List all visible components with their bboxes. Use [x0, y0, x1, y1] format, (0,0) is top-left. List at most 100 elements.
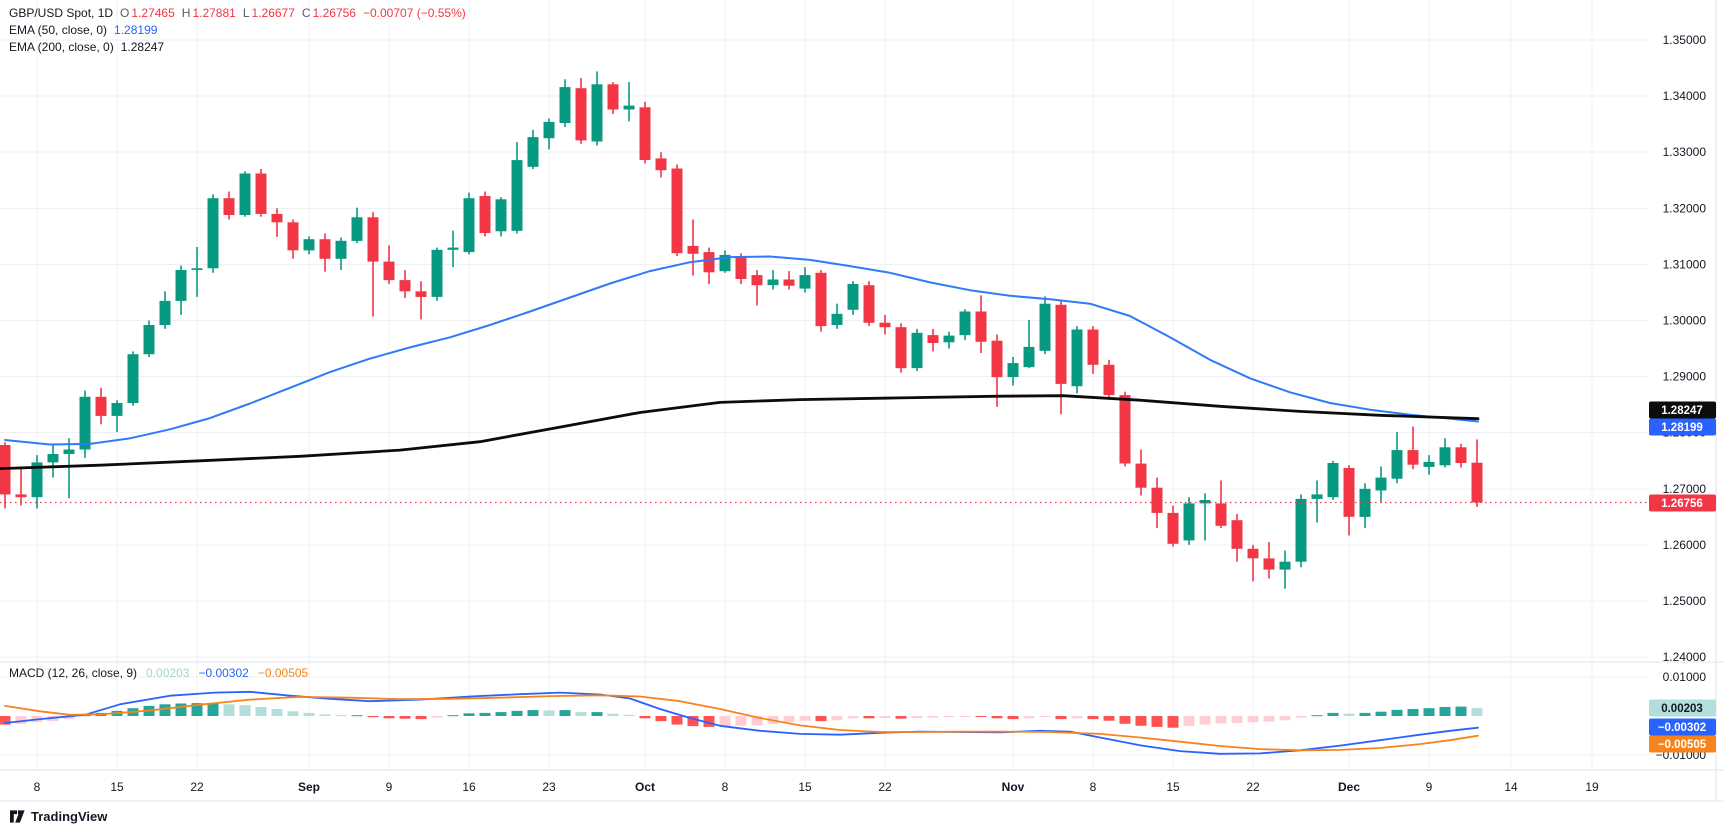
candle[interactable]	[31, 462, 43, 498]
candle[interactable]	[895, 327, 907, 369]
candle[interactable]	[239, 173, 251, 216]
candle[interactable]	[1343, 468, 1355, 517]
candle[interactable]	[1039, 303, 1051, 351]
candle[interactable]	[63, 449, 75, 455]
candle[interactable]	[255, 173, 267, 214]
candle[interactable]	[719, 254, 731, 272]
candle[interactable]	[1183, 503, 1195, 541]
candle[interactable]	[1311, 494, 1323, 499]
candle[interactable]	[1231, 520, 1243, 549]
candle[interactable]	[1023, 346, 1035, 368]
candle[interactable]	[1167, 512, 1179, 544]
candle[interactable]	[511, 160, 523, 231]
candle[interactable]	[1471, 462, 1483, 503]
candle[interactable]	[431, 249, 443, 297]
candle[interactable]	[303, 239, 315, 251]
candle[interactable]	[1087, 329, 1099, 365]
time-axis[interactable]: 8 15 22 Sep 9 16 23 Oct 8 15 22 Nov 8 15 22 Dec 9 14 19	[34, 780, 1599, 794]
candle[interactable]	[1103, 364, 1115, 396]
candle[interactable]	[815, 272, 827, 327]
candle[interactable]	[527, 137, 539, 167]
candle[interactable]	[639, 107, 651, 160]
candle[interactable]	[1135, 463, 1147, 488]
candle[interactable]	[95, 396, 107, 416]
candle[interactable]	[831, 313, 843, 325]
candle[interactable]	[47, 454, 59, 463]
candle[interactable]	[943, 335, 955, 343]
candle[interactable]	[607, 84, 619, 110]
candle[interactable]	[223, 198, 235, 215]
candle[interactable]	[767, 279, 779, 286]
candle[interactable]	[79, 396, 91, 450]
candle[interactable]	[1375, 477, 1387, 491]
candle[interactable]	[319, 239, 331, 259]
candle[interactable]	[591, 84, 603, 142]
candle[interactable]	[1055, 304, 1067, 384]
candle[interactable]	[959, 311, 971, 336]
candle[interactable]	[127, 354, 139, 403]
candle[interactable]	[15, 494, 27, 498]
candles-series[interactable]	[0, 71, 1483, 589]
candle[interactable]	[543, 121, 555, 139]
candle[interactable]	[335, 240, 347, 259]
candle[interactable]	[655, 158, 667, 171]
candle[interactable]	[559, 87, 571, 123]
candle[interactable]	[1247, 548, 1259, 559]
ema50-label[interactable]: EMA (50, close, 0)	[9, 23, 108, 37]
macd-label[interactable]: MACD (12, 26, close, 9)	[9, 666, 138, 680]
candle[interactable]	[991, 340, 1003, 378]
candle[interactable]	[751, 275, 763, 286]
candle[interactable]	[495, 199, 507, 232]
candle[interactable]	[479, 196, 491, 233]
candle[interactable]	[623, 105, 635, 110]
candle[interactable]	[111, 403, 123, 416]
candle[interactable]	[1439, 447, 1451, 466]
candle[interactable]	[399, 280, 411, 292]
candle[interactable]	[1407, 450, 1419, 465]
candle[interactable]	[847, 284, 859, 310]
candle[interactable]	[879, 322, 891, 328]
candle[interactable]	[143, 325, 155, 355]
candle[interactable]	[415, 291, 427, 297]
candle[interactable]	[863, 285, 875, 323]
candle[interactable]	[1279, 561, 1291, 570]
candle[interactable]	[1423, 461, 1435, 467]
candle[interactable]	[1215, 503, 1227, 526]
candle[interactable]	[1263, 558, 1275, 570]
candle[interactable]	[447, 247, 459, 250]
candle[interactable]	[783, 279, 795, 286]
candle[interactable]	[911, 332, 923, 369]
candle[interactable]	[1455, 447, 1467, 463]
candle[interactable]	[191, 268, 203, 270]
candle[interactable]	[271, 213, 283, 223]
candle[interactable]	[735, 257, 747, 279]
price-axis[interactable]: 1.35000 1.34000 1.33000 1.32000 1.31000 1.300…	[1656, 33, 1707, 762]
candle[interactable]	[175, 270, 187, 301]
candle[interactable]	[975, 311, 987, 342]
candle[interactable]	[1071, 329, 1083, 387]
candle[interactable]	[1119, 395, 1131, 464]
candle[interactable]	[1295, 498, 1307, 562]
candle[interactable]	[1007, 363, 1019, 378]
candle[interactable]	[287, 222, 299, 251]
candle[interactable]	[463, 198, 475, 253]
candle[interactable]	[799, 275, 811, 289]
candle[interactable]	[927, 335, 939, 343]
candle[interactable]	[575, 88, 587, 141]
candle[interactable]	[1151, 487, 1163, 513]
candle[interactable]	[207, 198, 219, 269]
symbol-title[interactable]: GBP/USD Spot, 1D	[9, 6, 114, 20]
tradingview-watermark[interactable]: TradingView	[10, 809, 107, 824]
candle[interactable]	[367, 217, 379, 262]
candle[interactable]	[351, 217, 363, 241]
candle[interactable]	[1391, 450, 1403, 479]
candle[interactable]	[159, 300, 171, 325]
candle[interactable]	[671, 168, 683, 254]
candle[interactable]	[703, 252, 715, 273]
candle[interactable]	[687, 245, 699, 254]
candle[interactable]	[1327, 463, 1339, 498]
ema200-label[interactable]: EMA (200, close, 0)	[9, 40, 114, 54]
candle[interactable]	[1199, 500, 1211, 504]
candle[interactable]	[383, 261, 395, 281]
